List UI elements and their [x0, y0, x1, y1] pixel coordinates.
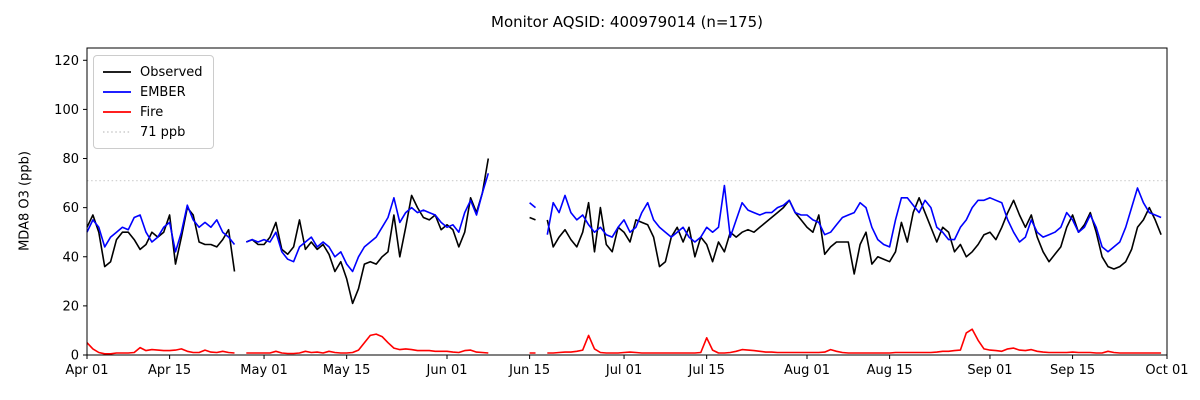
x-tick-label: May 01: [240, 363, 288, 378]
legend-item: Fire: [102, 102, 203, 122]
legend-swatch-ember: [103, 91, 131, 93]
x-tick-label: Jul 01: [605, 363, 642, 378]
y-tick-label: 0: [71, 349, 79, 364]
x-tick-label: Jun 15: [508, 363, 550, 378]
legend-label: Fire: [140, 104, 164, 120]
legend-swatch-observed: [103, 71, 131, 73]
x-tick-label: Aug 01: [784, 363, 830, 378]
x-tick-label: Oct 01: [1145, 363, 1188, 378]
legend-label: 71 ppb: [140, 124, 186, 140]
x-tick-label: Jul 15: [687, 363, 724, 378]
x-tick-label: Sep 01: [967, 363, 1012, 378]
series-line-ember: [86, 173, 1162, 273]
legend-item: EMBER: [102, 82, 203, 102]
plot-border: [86, 47, 1168, 356]
legend-label: EMBER: [140, 84, 186, 100]
y-tick-label: 120: [54, 54, 79, 69]
legend-item: Observed: [102, 62, 203, 82]
x-tick-label: Apr 15: [148, 363, 191, 378]
legend-swatch-71-ppb: [103, 131, 131, 133]
x-tick-label: Jun 01: [426, 363, 468, 378]
series-line-observed: [86, 158, 1162, 305]
chart-title: Monitor AQSID: 400979014 (n=175): [491, 13, 763, 31]
x-tick-label: May 15: [323, 363, 371, 378]
legend: Observed EMBER Fire 71 ppb: [93, 55, 214, 149]
y-tick-label: 60: [62, 201, 79, 216]
legend-label: Observed: [140, 64, 203, 80]
x-tick-label: Sep 15: [1050, 363, 1095, 378]
y-tick-label: 20: [62, 299, 79, 314]
y-tick-label: 80: [62, 152, 79, 167]
legend-swatch-fire: [103, 111, 131, 113]
legend-item: 71 ppb: [102, 122, 203, 142]
y-tick-label: 100: [54, 103, 79, 118]
x-tick-label: Apr 01: [65, 363, 108, 378]
y-tick-label: 40: [62, 250, 79, 265]
x-tick-label: Aug 15: [867, 363, 913, 378]
series-line-fire: [86, 328, 1162, 355]
